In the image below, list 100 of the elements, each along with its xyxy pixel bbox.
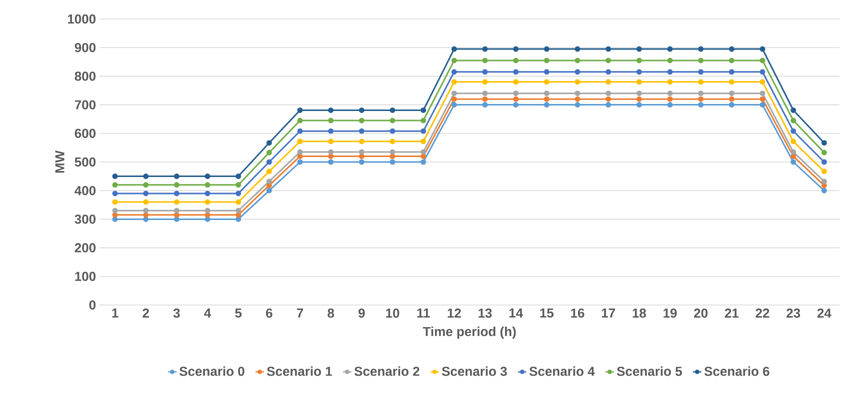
x-axis-title: Time period (h) bbox=[422, 326, 516, 339]
point bbox=[143, 199, 149, 205]
point bbox=[544, 69, 550, 75]
legend-label: Scenario 6 bbox=[704, 366, 770, 376]
point bbox=[574, 102, 580, 108]
legend-label: Scenario 2 bbox=[354, 366, 420, 376]
x-tick-label: 13 bbox=[478, 308, 492, 318]
x-tick-label: 12 bbox=[448, 308, 461, 318]
x-tick-label: 9 bbox=[358, 308, 365, 318]
x-tick-label: 2 bbox=[142, 308, 149, 318]
point bbox=[390, 128, 396, 134]
point bbox=[667, 69, 673, 75]
point bbox=[112, 190, 118, 196]
x-tick-label: 14 bbox=[509, 308, 523, 318]
point bbox=[266, 150, 272, 156]
point bbox=[728, 58, 734, 64]
point bbox=[112, 212, 118, 218]
point bbox=[420, 154, 426, 160]
point bbox=[204, 199, 210, 205]
x-tick-label: 3 bbox=[173, 308, 180, 318]
point bbox=[513, 102, 519, 108]
point bbox=[636, 90, 642, 96]
point bbox=[821, 178, 827, 184]
x-tick-label: 11 bbox=[417, 308, 430, 318]
point bbox=[390, 159, 396, 165]
point bbox=[698, 102, 704, 108]
point bbox=[420, 107, 426, 113]
x-tick-label: 17 bbox=[602, 308, 615, 318]
point bbox=[728, 90, 734, 96]
y-tick-label: 800 bbox=[74, 72, 96, 81]
point bbox=[667, 96, 673, 102]
point bbox=[790, 159, 796, 165]
x-tick-label: 6 bbox=[266, 308, 272, 318]
point bbox=[636, 79, 642, 85]
point bbox=[636, 102, 642, 108]
point bbox=[328, 118, 334, 124]
legend-label: Scenario 0 bbox=[179, 366, 244, 376]
legend-label: Scenario 1 bbox=[266, 366, 332, 376]
point bbox=[143, 190, 149, 196]
legend-label: Scenario 4 bbox=[529, 366, 595, 376]
point bbox=[728, 69, 734, 75]
point bbox=[574, 69, 580, 75]
x-tick-label: 24 bbox=[817, 308, 832, 318]
y-axis-title: MW bbox=[55, 150, 64, 173]
point bbox=[667, 90, 673, 96]
point bbox=[544, 46, 550, 52]
point bbox=[297, 149, 303, 155]
x-tick-label: 15 bbox=[540, 308, 554, 318]
point bbox=[266, 140, 272, 146]
point bbox=[451, 79, 457, 85]
point bbox=[698, 69, 704, 75]
point bbox=[390, 154, 396, 160]
point bbox=[204, 190, 210, 196]
point bbox=[667, 46, 673, 52]
point bbox=[760, 79, 766, 85]
point bbox=[574, 96, 580, 102]
point bbox=[358, 107, 364, 113]
point bbox=[143, 208, 149, 214]
point bbox=[420, 118, 426, 124]
point bbox=[544, 79, 550, 85]
point bbox=[574, 79, 580, 85]
point bbox=[328, 128, 334, 134]
point bbox=[390, 118, 396, 124]
point bbox=[328, 149, 334, 155]
point bbox=[513, 69, 519, 75]
point bbox=[513, 90, 519, 96]
point bbox=[420, 159, 426, 165]
point bbox=[266, 168, 272, 174]
point bbox=[760, 58, 766, 64]
point bbox=[698, 96, 704, 102]
x-tick-label: 19 bbox=[664, 308, 677, 318]
point bbox=[174, 190, 180, 196]
point bbox=[790, 107, 796, 113]
point bbox=[236, 174, 242, 180]
point bbox=[544, 102, 550, 108]
x-tick-label: 8 bbox=[328, 308, 334, 318]
point bbox=[544, 90, 550, 96]
y-tick-label: 700 bbox=[74, 100, 96, 110]
point bbox=[482, 46, 488, 52]
point bbox=[544, 58, 550, 64]
point bbox=[667, 79, 673, 85]
point bbox=[482, 58, 488, 64]
point bbox=[636, 46, 642, 52]
point bbox=[358, 159, 364, 165]
point bbox=[112, 199, 118, 205]
y-tick-label: 900 bbox=[74, 42, 96, 52]
point bbox=[574, 46, 580, 52]
point bbox=[790, 149, 796, 155]
x-tick-label: 7 bbox=[296, 308, 304, 318]
point bbox=[297, 107, 303, 113]
point bbox=[390, 107, 396, 113]
point bbox=[606, 90, 612, 96]
y-tick-label: 100 bbox=[75, 272, 96, 281]
point bbox=[790, 154, 796, 160]
point bbox=[760, 46, 766, 52]
point bbox=[667, 58, 673, 64]
legend-label: Scenario 3 bbox=[442, 366, 507, 376]
point bbox=[174, 208, 180, 214]
point bbox=[143, 182, 149, 188]
point bbox=[297, 154, 303, 160]
